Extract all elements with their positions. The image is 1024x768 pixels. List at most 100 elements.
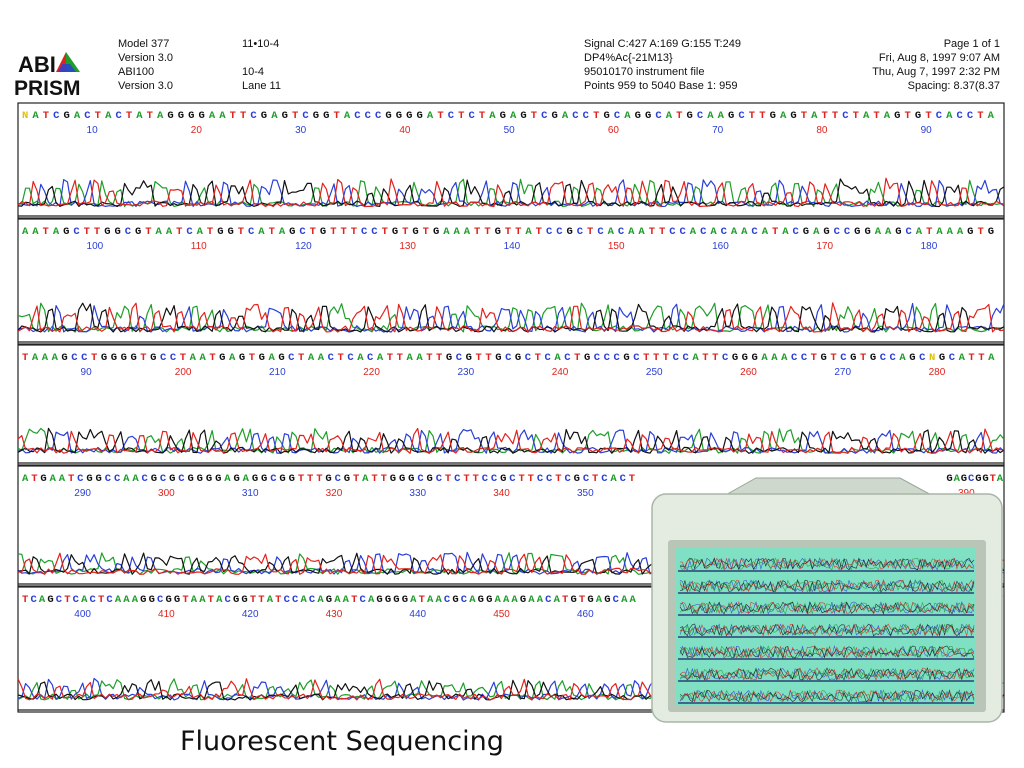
base-call: A <box>596 594 603 606</box>
base-call: A <box>271 110 278 122</box>
base-call: A <box>811 110 818 122</box>
base-call: C <box>288 352 295 364</box>
base-call: C <box>906 226 913 238</box>
base-call: A <box>197 226 204 238</box>
base-call: C <box>454 473 461 485</box>
position-tick: 330 <box>409 488 426 499</box>
base-call: G <box>261 110 267 122</box>
base-call: C <box>114 473 121 485</box>
base-call: A <box>690 226 697 238</box>
base-call: A <box>362 473 369 485</box>
base-call: A <box>32 352 39 364</box>
position-tick: 130 <box>399 241 416 252</box>
base-call: G <box>408 473 414 485</box>
base-call: C <box>620 473 627 485</box>
base-call: C <box>936 110 943 122</box>
base-call: C <box>505 352 512 364</box>
base-call: G <box>821 352 827 364</box>
base-call: T <box>592 473 598 485</box>
base-call: A <box>229 352 236 364</box>
base-call: G <box>63 226 69 238</box>
base-call: T <box>43 226 49 238</box>
screen-trace <box>679 557 975 571</box>
base-call: T <box>772 226 778 238</box>
base-call: G <box>344 473 350 485</box>
base-call: A <box>885 226 892 238</box>
base-call: A <box>243 473 250 485</box>
base-call: A <box>268 352 275 364</box>
base-call: A <box>875 226 882 238</box>
position-tick: 220 <box>363 367 380 378</box>
base-call: G <box>728 110 734 122</box>
base-call: A <box>562 110 569 122</box>
base-call: G <box>323 110 329 122</box>
position-tick: 290 <box>74 488 91 499</box>
base-call: T <box>830 352 836 364</box>
base-call: A <box>863 110 870 122</box>
base-call: C <box>545 594 552 606</box>
base-call: A <box>219 110 226 122</box>
base-call: T <box>536 226 542 238</box>
base-call: G <box>282 110 288 122</box>
base-call: A <box>464 226 471 238</box>
base-call: G <box>433 226 439 238</box>
base-call: G <box>326 594 332 606</box>
base-call: C <box>84 110 91 122</box>
base-call: C <box>73 594 80 606</box>
base-call: T <box>977 110 983 122</box>
base-call: C <box>328 352 335 364</box>
base-call: A <box>469 594 476 606</box>
position-tick: 460 <box>577 609 594 620</box>
base-call: G <box>135 226 141 238</box>
base-call: A <box>692 352 699 364</box>
base-call: T <box>209 352 215 364</box>
base-call: T <box>353 473 359 485</box>
base-call: T <box>505 226 511 238</box>
base-call: C <box>844 226 851 238</box>
base-call: A <box>741 226 748 238</box>
position-tick: 40 <box>399 125 411 136</box>
base-call: A <box>343 594 350 606</box>
base-call: G <box>417 110 423 122</box>
base-call: T <box>528 473 534 485</box>
position-tick: 420 <box>242 609 259 620</box>
position-tick: 280 <box>929 367 946 378</box>
base-call: T <box>873 110 879 122</box>
base-call: A <box>489 110 496 122</box>
base-call: G <box>939 352 945 364</box>
base-call: A <box>638 226 645 238</box>
base-call: G <box>520 110 526 122</box>
position-tick: 230 <box>457 367 474 378</box>
base-call: G <box>864 226 870 238</box>
base-call: C <box>170 352 177 364</box>
base-call: C <box>270 473 277 485</box>
base-call: C <box>840 352 847 364</box>
base-call: G <box>241 594 247 606</box>
base-call: G <box>289 226 295 238</box>
base-call: A <box>771 352 778 364</box>
position-tick: 270 <box>834 367 851 378</box>
base-call: T <box>340 226 346 238</box>
base-call: T <box>445 473 451 485</box>
base-call: C <box>225 594 232 606</box>
base-call: C <box>556 226 563 238</box>
monitor-screen-traces <box>678 557 975 704</box>
base-call: G <box>823 226 829 238</box>
position-tick: 100 <box>87 241 104 252</box>
base-call: T <box>316 473 322 485</box>
base-call: T <box>484 226 490 238</box>
base-call: A <box>453 226 460 238</box>
base-call: T <box>475 352 481 364</box>
base-call: A <box>32 226 39 238</box>
base-call: A <box>707 110 714 122</box>
base-call: T <box>22 594 28 606</box>
base-call: A <box>495 594 502 606</box>
header-abi-id: ABI100 <box>118 66 154 78</box>
panel-frame <box>17 218 1005 345</box>
base-call: A <box>22 226 29 238</box>
header-instrument-file: 95010170 instrument file <box>584 66 704 78</box>
base-call: G <box>412 226 418 238</box>
base-call: G <box>233 594 239 606</box>
base-call: A <box>762 226 769 238</box>
base-call: T <box>95 110 101 122</box>
